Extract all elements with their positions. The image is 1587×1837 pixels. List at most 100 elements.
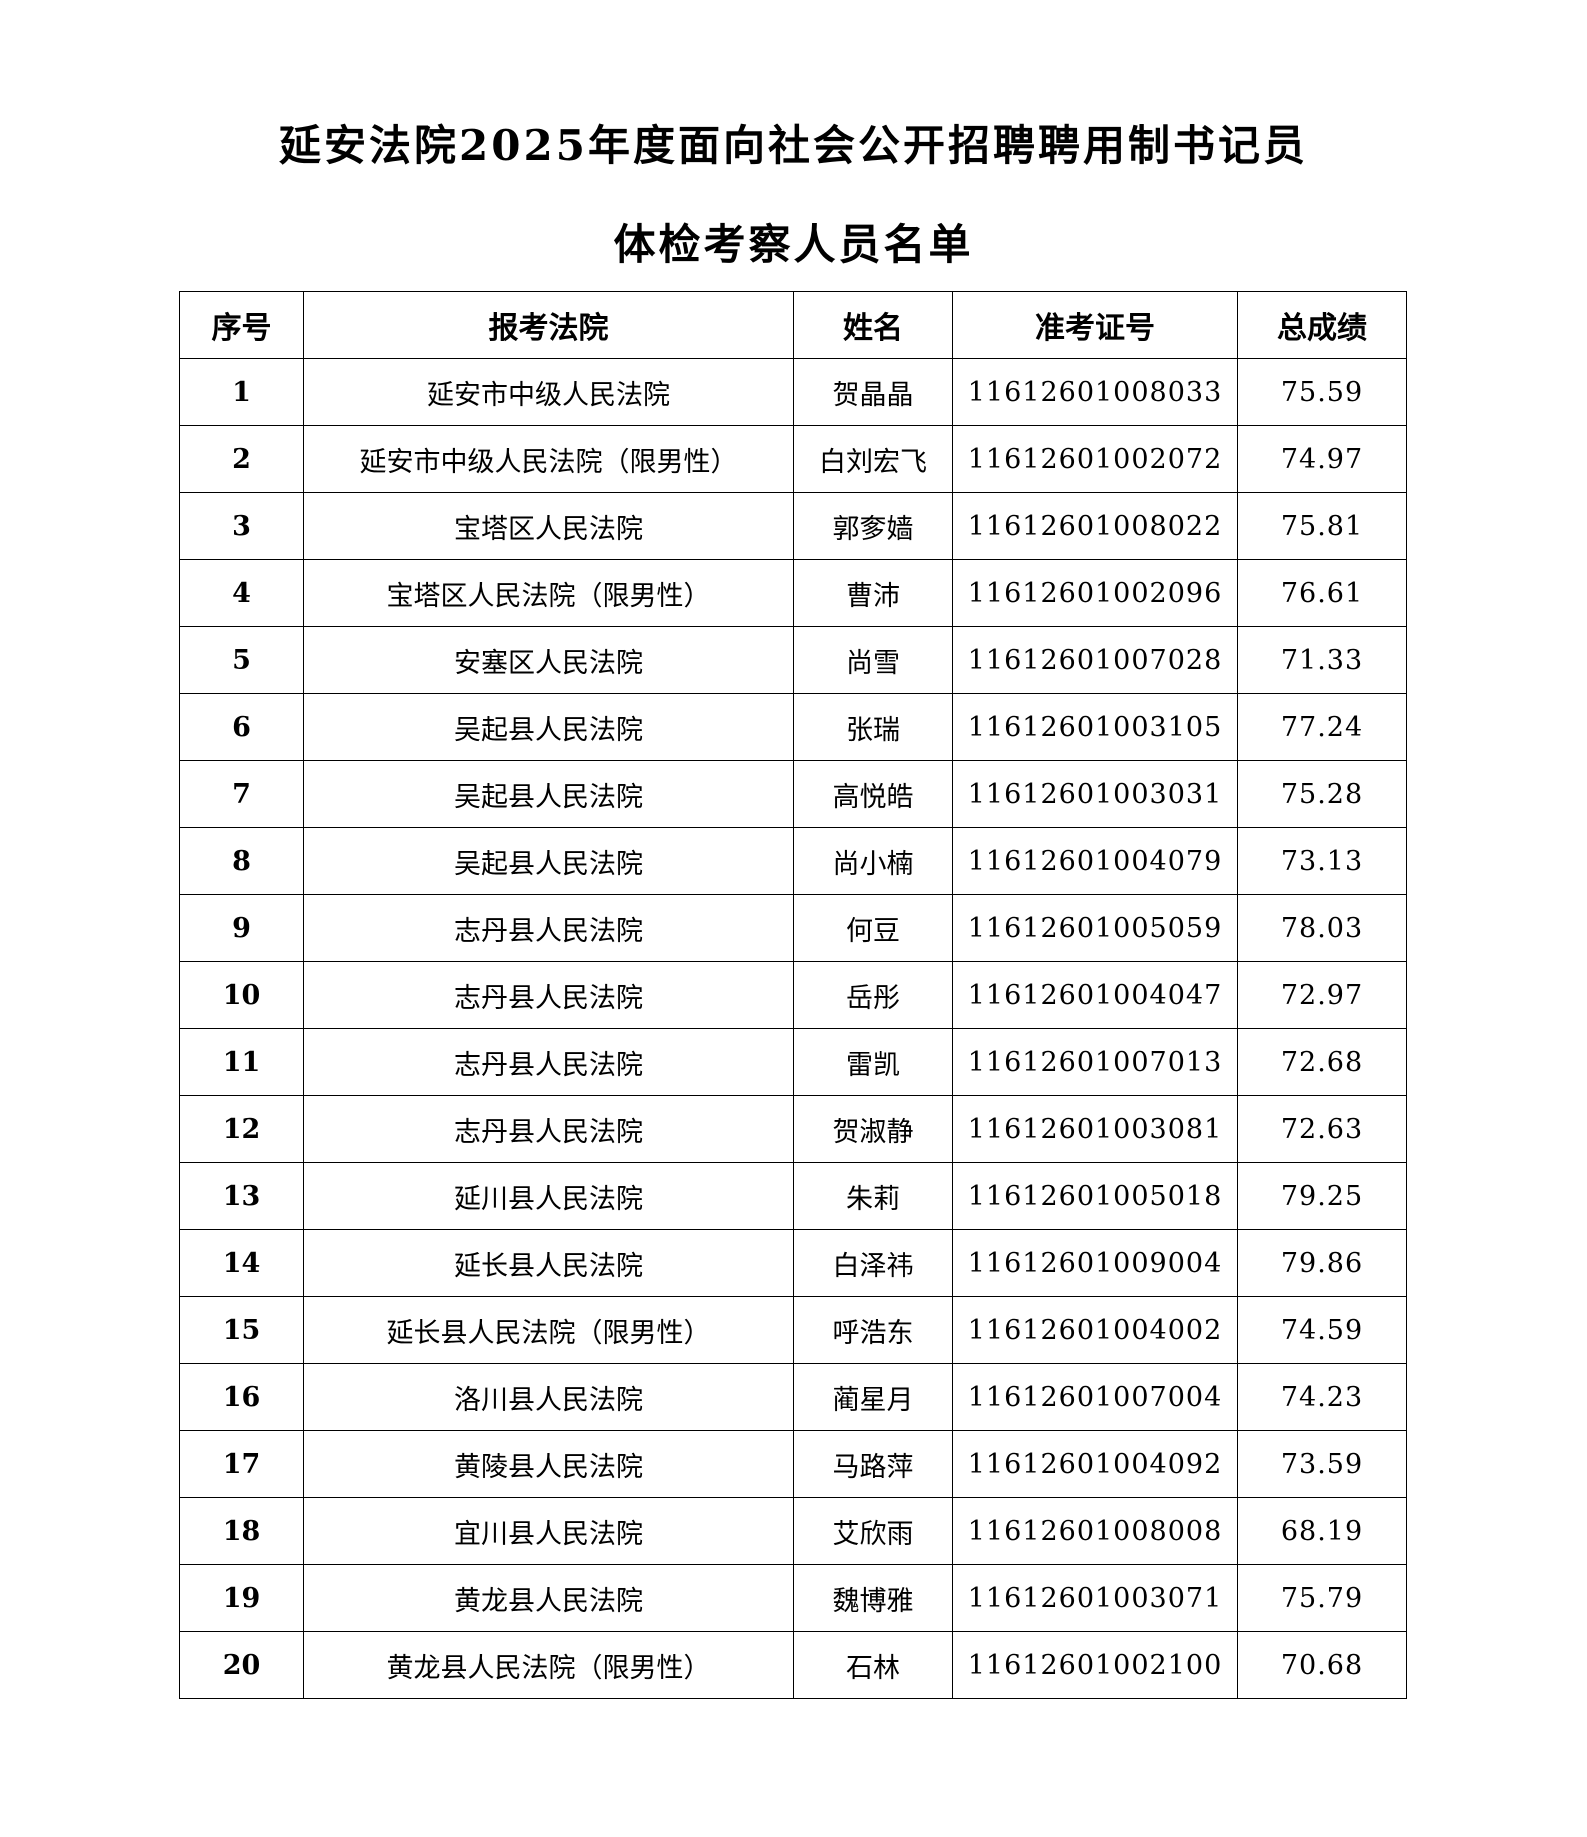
table-row: 20 黄龙县人民法院（限男性） 石林 11612601002100 70.68: [179, 1631, 1407, 1699]
cell-name: 尚小楠: [793, 827, 953, 895]
cell-seq: 13: [179, 1162, 304, 1230]
cell-score: 72.97: [1237, 961, 1407, 1029]
cell-ticket: 11612601008033: [952, 358, 1238, 426]
cell-score: 75.59: [1237, 358, 1407, 426]
header-score: 总成绩: [1237, 291, 1407, 359]
cell-court: 志丹县人民法院: [303, 1095, 794, 1163]
table-row: 13 延川县人民法院 朱莉 11612601005018 79.25: [179, 1162, 1407, 1230]
cell-court: 志丹县人民法院: [303, 1028, 794, 1096]
cell-name: 贺淑静: [793, 1095, 953, 1163]
cell-seq: 18: [179, 1497, 304, 1565]
cell-name: 魏博雅: [793, 1564, 953, 1632]
cell-court: 安塞区人民法院: [303, 626, 794, 694]
cell-seq: 14: [179, 1229, 304, 1297]
table-row: 8 吴起县人民法院 尚小楠 11612601004079 73.13: [179, 827, 1407, 895]
cell-seq: 8: [179, 827, 304, 895]
cell-score: 71.33: [1237, 626, 1407, 694]
cell-seq: 9: [179, 894, 304, 962]
cell-seq: 3: [179, 492, 304, 560]
cell-seq: 6: [179, 693, 304, 761]
cell-score: 76.61: [1237, 559, 1407, 627]
cell-ticket: 11612601009004: [952, 1229, 1238, 1297]
table-row: 10 志丹县人民法院 岳彤 11612601004047 72.97: [179, 961, 1407, 1029]
cell-name: 呼浩东: [793, 1296, 953, 1364]
cell-ticket: 11612601004092: [952, 1430, 1238, 1498]
table-header-row: 序号 报考法院 姓名 准考证号 总成绩: [179, 291, 1407, 359]
header-ticket: 准考证号: [952, 291, 1238, 359]
cell-seq: 4: [179, 559, 304, 627]
cell-ticket: 11612601002100: [952, 1631, 1238, 1699]
cell-score: 79.25: [1237, 1162, 1407, 1230]
header-name: 姓名: [793, 291, 953, 359]
cell-name: 蔺星月: [793, 1363, 953, 1431]
table-row: 9 志丹县人民法院 何豆 11612601005059 78.03: [179, 894, 1407, 962]
cell-name: 何豆: [793, 894, 953, 962]
cell-ticket: 11612601007013: [952, 1028, 1238, 1096]
table-row: 18 宜川县人民法院 艾欣雨 11612601008008 68.19: [179, 1497, 1407, 1565]
cell-court: 志丹县人民法院: [303, 961, 794, 1029]
cell-court: 黄龙县人民法院（限男性）: [303, 1631, 794, 1699]
page-title-line-2: 体检考察人员名单: [613, 220, 974, 269]
cell-score: 75.28: [1237, 760, 1407, 828]
cell-court: 延长县人民法院: [303, 1229, 794, 1297]
cell-score: 75.81: [1237, 492, 1407, 560]
cell-court: 黄龙县人民法院: [303, 1564, 794, 1632]
cell-seq: 15: [179, 1296, 304, 1364]
header-court: 报考法院: [303, 291, 794, 359]
cell-score: 70.68: [1237, 1631, 1407, 1699]
cell-seq: 20: [179, 1631, 304, 1699]
cell-score: 79.86: [1237, 1229, 1407, 1297]
cell-court: 宜川县人民法院: [303, 1497, 794, 1565]
table-row: 19 黄龙县人民法院 魏博雅 11612601003071 75.79: [179, 1564, 1407, 1632]
cell-score: 74.97: [1237, 425, 1407, 493]
cell-seq: 5: [179, 626, 304, 694]
cell-name: 高悦皓: [793, 760, 953, 828]
cell-name: 尚雪: [793, 626, 953, 694]
cell-court: 延安市中级人民法院（限男性）: [303, 425, 794, 493]
cell-seq: 16: [179, 1363, 304, 1431]
table-row: 6 吴起县人民法院 张瑞 11612601003105 77.24: [179, 693, 1407, 761]
cell-score: 72.68: [1237, 1028, 1407, 1096]
cell-ticket: 11612601004002: [952, 1296, 1238, 1364]
cell-ticket: 11612601007004: [952, 1363, 1238, 1431]
cell-ticket: 11612601003031: [952, 760, 1238, 828]
cell-score: 74.59: [1237, 1296, 1407, 1364]
table-row: 7 吴起县人民法院 高悦皓 11612601003031 75.28: [179, 760, 1407, 828]
table-row: 11 志丹县人民法院 雷凯 11612601007013 72.68: [179, 1028, 1407, 1096]
cell-name: 张瑞: [793, 693, 953, 761]
cell-court: 吴起县人民法院: [303, 760, 794, 828]
table-row: 4 宝塔区人民法院（限男性） 曹沛 11612601002096 76.61: [179, 559, 1407, 627]
cell-ticket: 11612601002096: [952, 559, 1238, 627]
cell-ticket: 11612601004079: [952, 827, 1238, 895]
table-body: 1 延安市中级人民法院 贺晶晶 11612601008033 75.59 2 延安市中级人民…: [179, 358, 1407, 1699]
cell-court: 宝塔区人民法院（限男性）: [303, 559, 794, 627]
table-row: 17 黄陵县人民法院 马路萍 11612601004092 73.59: [179, 1430, 1407, 1498]
cell-ticket: 11612601003105: [952, 693, 1238, 761]
cell-ticket: 11612601003081: [952, 1095, 1238, 1163]
table-row: 5 安塞区人民法院 尚雪 11612601007028 71.33: [179, 626, 1407, 694]
cell-score: 78.03: [1237, 894, 1407, 962]
cell-court: 延川县人民法院: [303, 1162, 794, 1230]
cell-score: 68.19: [1237, 1497, 1407, 1565]
table-row: 3 宝塔区人民法院 郭奓嫱 11612601008022 75.81: [179, 492, 1407, 560]
cell-name: 岳彤: [793, 961, 953, 1029]
cell-seq: 17: [179, 1430, 304, 1498]
table-row: 15 延长县人民法院（限男性） 呼浩东 11612601004002 74.59: [179, 1296, 1407, 1364]
cell-score: 73.59: [1237, 1430, 1407, 1498]
cell-seq: 19: [179, 1564, 304, 1632]
cell-name: 朱莉: [793, 1162, 953, 1230]
cell-court: 延长县人民法院（限男性）: [303, 1296, 794, 1364]
cell-score: 74.23: [1237, 1363, 1407, 1431]
cell-seq: 2: [179, 425, 304, 493]
cell-ticket: 11612601005059: [952, 894, 1238, 962]
cell-seq: 12: [179, 1095, 304, 1163]
cell-score: 73.13: [1237, 827, 1407, 895]
cell-court: 黄陵县人民法院: [303, 1430, 794, 1498]
header-seq: 序号: [179, 291, 304, 359]
cell-score: 75.79: [1237, 1564, 1407, 1632]
cell-ticket: 11612601005018: [952, 1162, 1238, 1230]
table-row: 2 延安市中级人民法院（限男性） 白刘宏飞 11612601002072 74.97: [179, 425, 1407, 493]
table-row: 1 延安市中级人民法院 贺晶晶 11612601008033 75.59: [179, 358, 1407, 426]
cell-seq: 10: [179, 961, 304, 1029]
cell-name: 艾欣雨: [793, 1497, 953, 1565]
